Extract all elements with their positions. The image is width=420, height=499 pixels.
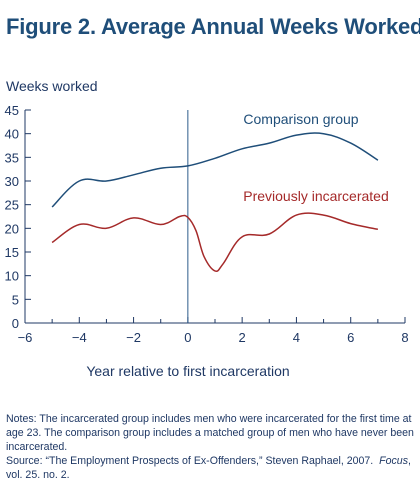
chart-title: Figure 2. Average Annual Weeks Worked [6, 14, 420, 39]
series-line-comparison-group [51, 132, 379, 208]
journal-volume: , vol. 25. no. 2. [6, 455, 411, 481]
series-line-previously-incarcerated [51, 212, 379, 272]
y-tick-label: 30 [5, 174, 19, 189]
chart-notes: Notes: The incarcerated group includes m… [6, 412, 416, 482]
y-tick-label: 20 [5, 221, 19, 236]
y-tick-label: 10 [5, 269, 19, 284]
x-tick-label: 2 [239, 330, 246, 345]
x-tick-label: −4 [72, 330, 87, 345]
y-axis-label: Weeks worked [6, 78, 98, 94]
source-line: Source: “The Employment Prospects of Ex-… [6, 454, 416, 482]
journal-name: Focus [379, 455, 408, 467]
y-tick-label: 0 [12, 316, 19, 331]
y-tick-label: 15 [5, 245, 19, 260]
y-tick-label: 40 [5, 127, 19, 142]
series-group: Comparison group Previously incarcerated [51, 111, 389, 272]
x-tick-label: 0 [184, 330, 191, 345]
y-tick-label: 45 [5, 103, 19, 118]
x-tick-label: −6 [18, 330, 33, 345]
x-axis-label: Year relative to first incarceration [86, 363, 289, 379]
line-chart: Weeks worked 0 5 10 15 20 25 30 35 40 45 −6 −4 −2 0 2 4… [5, 78, 409, 379]
x-tick-label: 6 [347, 330, 354, 345]
notes-text: Notes: The incarcerated group includes m… [6, 413, 414, 453]
axes: 0 5 10 15 20 25 30 35 40 45 −6 −4 −2 0 2 4 6 8 [5, 103, 409, 345]
source-text: Source: “The Employment Prospects of Ex-… [6, 455, 374, 467]
series-label-previously-incarcerated: Previously incarcerated [243, 188, 389, 204]
x-tick-label: 4 [293, 330, 300, 345]
y-tick-label: 5 [12, 292, 19, 307]
y-tick-label: 35 [5, 150, 19, 165]
series-label-comparison-group: Comparison group [243, 111, 358, 127]
x-tick-label: 8 [401, 330, 408, 345]
x-tick-label: −2 [126, 330, 141, 345]
y-tick-label: 25 [5, 198, 19, 213]
